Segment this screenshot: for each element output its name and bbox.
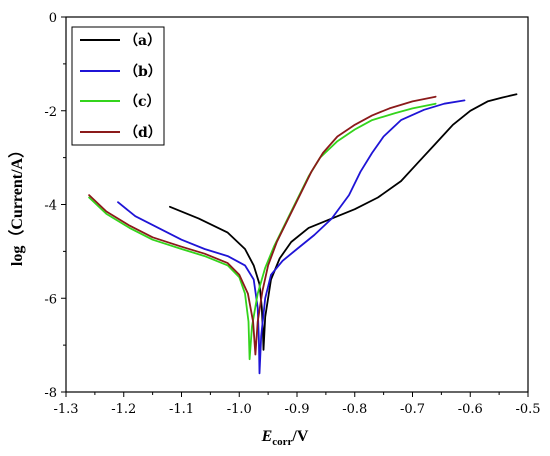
legend: （a） （b） （c） （d） bbox=[71, 26, 165, 146]
legend-label-d: （d） bbox=[124, 125, 162, 141]
legend-label-c: （c） bbox=[124, 94, 161, 110]
y-tick-label: -6 bbox=[44, 292, 57, 307]
series-line-b bbox=[117, 99, 466, 375]
x-axis-title-unit: /V bbox=[291, 428, 308, 445]
series-layer bbox=[88, 93, 518, 375]
legend-label-b: （b） bbox=[124, 64, 162, 80]
legend-item-b: （b） bbox=[80, 64, 162, 80]
series-line-c bbox=[88, 102, 437, 361]
x-axis-title: Ecorr/V bbox=[261, 428, 309, 448]
y-tick-label: -2 bbox=[44, 105, 57, 120]
x-tick-label: -0.8 bbox=[342, 402, 367, 417]
x-tick-label: -1.2 bbox=[111, 402, 136, 417]
series-line-d bbox=[88, 95, 437, 356]
y-axis-title: log（Current/A） bbox=[8, 142, 26, 266]
legend-label-a: （a） bbox=[124, 33, 161, 49]
x-tick-label: -0.7 bbox=[400, 402, 425, 417]
legend-item-c: （c） bbox=[80, 94, 161, 110]
legend-box bbox=[71, 26, 165, 146]
legend-item-d: （d） bbox=[80, 125, 162, 141]
series-line-a bbox=[169, 93, 518, 351]
x-tick-label: -1.1 bbox=[169, 402, 194, 417]
x-axis-title-main: E bbox=[261, 428, 273, 445]
y-tick-label: -4 bbox=[44, 199, 57, 214]
x-tick-label: -1.3 bbox=[53, 402, 78, 417]
x-tick-label: -0.5 bbox=[515, 402, 540, 417]
ticks-layer: -1.3 -1.2 -1.1 -1.0 -0.9 -0.8 -0.7 -0.6 -0.5 0 -2 -… bbox=[44, 11, 540, 417]
x-tick-label: -0.6 bbox=[458, 402, 483, 417]
x-axis-title-sub: corr bbox=[272, 436, 292, 448]
x-tick-label: -0.9 bbox=[284, 402, 309, 417]
y-tick-label: 0 bbox=[49, 11, 57, 26]
x-tick-label: -1.0 bbox=[227, 402, 252, 417]
y-tick-label: -8 bbox=[44, 386, 57, 401]
legend-item-a: （a） bbox=[80, 33, 161, 49]
